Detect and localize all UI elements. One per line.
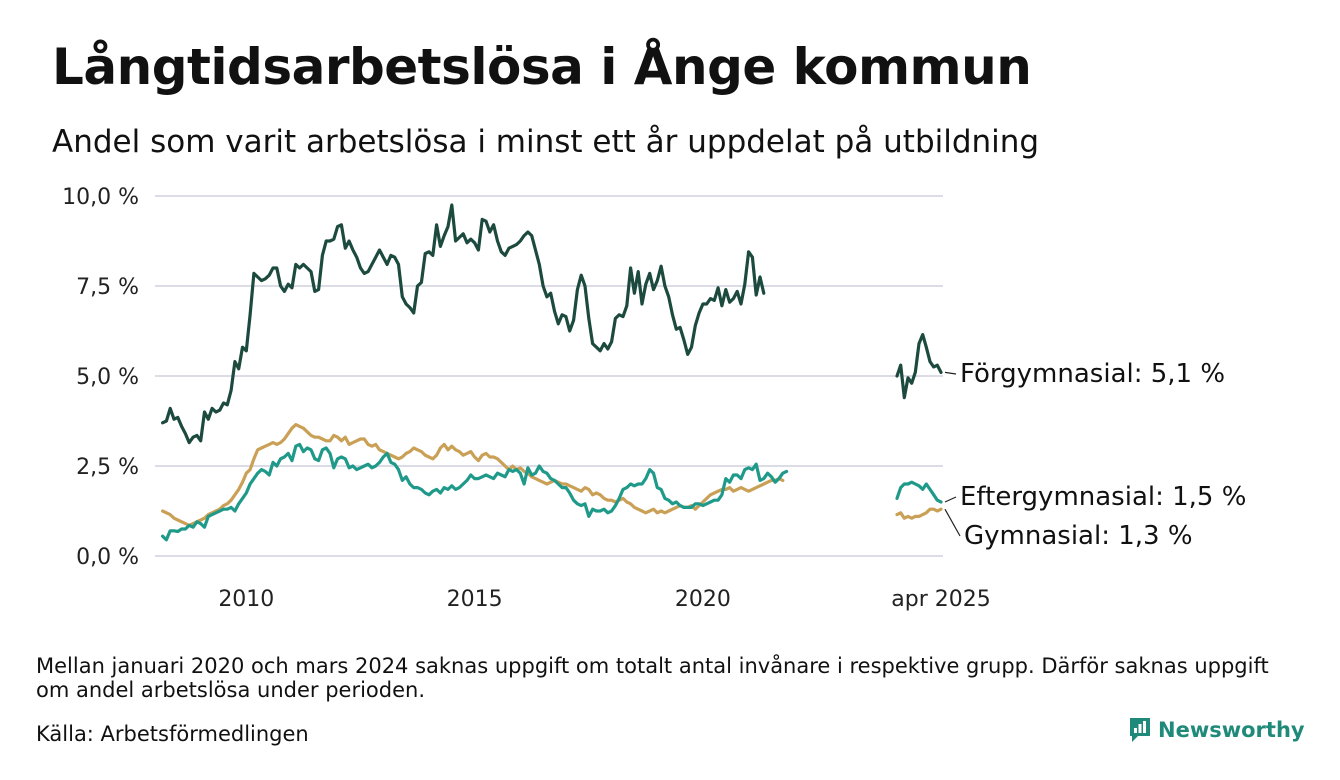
series-end-label: Förgymnasial: 5,1 % [960, 359, 1225, 389]
grid-lines [155, 195, 943, 557]
series-lines [161, 203, 943, 542]
source-note: Källa: Arbetsförmedlingen [36, 722, 309, 746]
leader-line [944, 508, 961, 537]
y-tick-label: 5,0 % [76, 365, 139, 390]
series-latest-eftergymnasial [895, 480, 943, 504]
series-end-labels: Förgymnasial: 5,1 % Eftergymnasial: 1,5 %… [944, 359, 1246, 551]
newsworthy-logo-icon [1130, 718, 1150, 742]
y-tick-label: 2,5 % [76, 455, 139, 480]
y-axis: 0,0 % 2,5 % 5,0 % 7,5 % 10,0 % [62, 185, 139, 570]
logo-text: Newsworthy [1158, 718, 1305, 742]
footnote: Mellan januari 2020 och mars 2024 saknas… [36, 654, 1269, 702]
x-tick-label: 2015 [447, 587, 503, 612]
series-line-förgymnasial [161, 203, 766, 445]
y-tick-label: 7,5 % [76, 275, 139, 300]
chart-title: Långtidsarbetslösa i Ånge kommun [52, 38, 1032, 96]
leader-line [944, 496, 957, 503]
y-tick-label: 10,0 % [62, 185, 139, 210]
newsworthy-logo: Newsworthy [1128, 716, 1305, 744]
series-end-label: Eftergymnasial: 1,5 % [960, 482, 1246, 512]
x-tick-label: 2010 [218, 587, 274, 612]
leader-line [944, 371, 957, 375]
series-end-label: Gymnasial: 1,3 % [964, 521, 1193, 551]
series-line-eftergymnasial [161, 442, 789, 542]
y-tick-label: 0,0 % [76, 545, 139, 570]
series-latest-förgymnasial [895, 333, 943, 400]
line-chart: 0,0 % 2,5 % 5,0 % 7,5 % 10,0 % 2010 2015 2020 a… [62, 185, 1246, 612]
x-tick-label-latest: apr 2025 [891, 587, 990, 612]
x-tick-label: 2020 [675, 587, 731, 612]
chart-subtitle: Andel som varit arbetslösa i minst ett å… [52, 124, 1040, 160]
x-axis: 2010 2015 2020 apr 2025 [218, 587, 990, 612]
series-latest-gymnasial [895, 507, 943, 520]
